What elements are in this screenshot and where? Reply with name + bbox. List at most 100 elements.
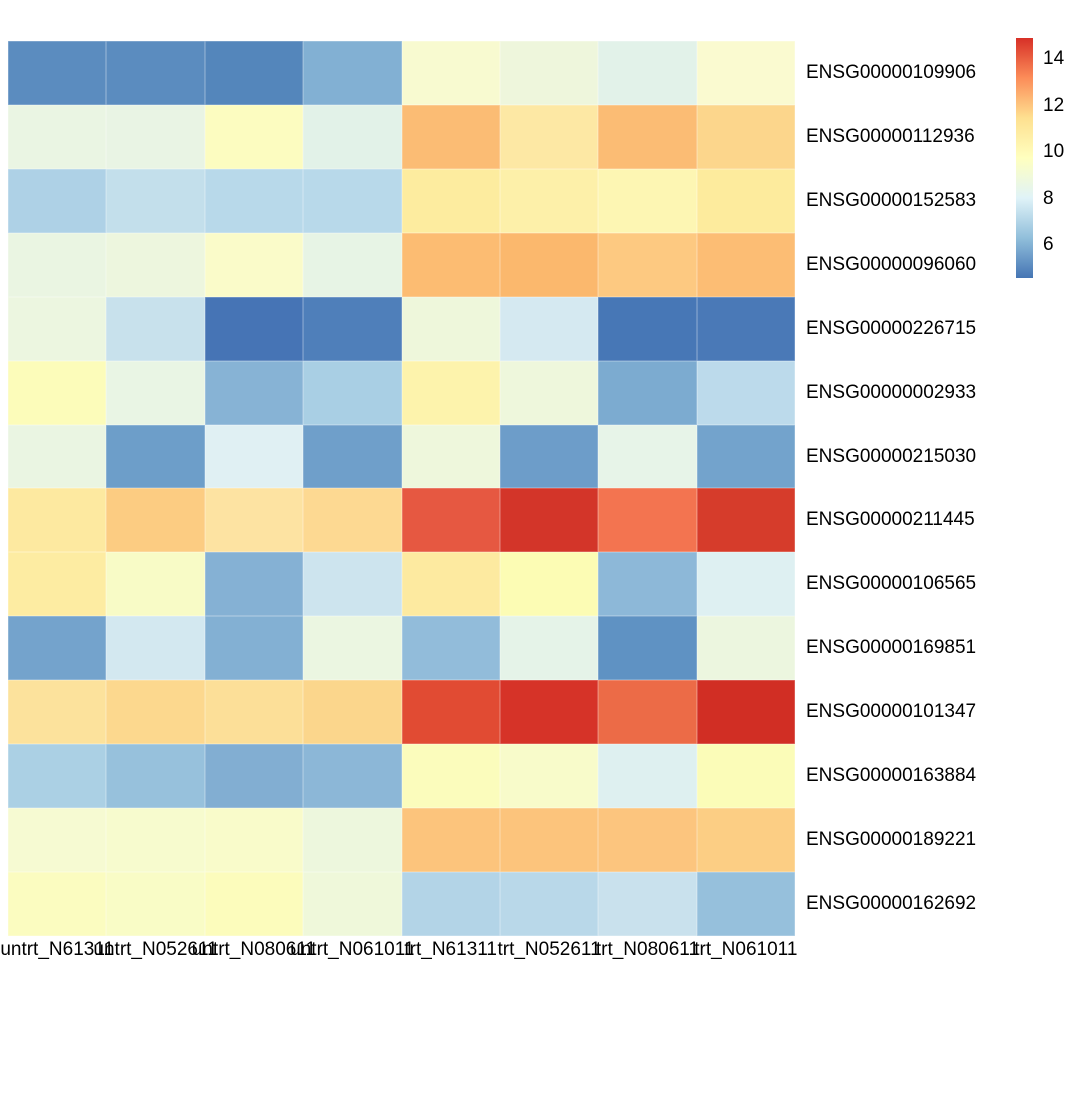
heatmap-cell [696, 41, 795, 105]
heatmap-cell [106, 41, 205, 105]
row-label: ENSG00000101347 [806, 701, 977, 723]
heatmap-cell [106, 424, 205, 489]
heatmap-cell [303, 424, 402, 489]
heatmap-cell [499, 872, 599, 936]
colorbar-tick-label: 10 [1043, 141, 1065, 163]
heatmap-cell [598, 424, 697, 489]
heatmap-cell [401, 168, 500, 233]
heatmap-cell [204, 744, 304, 809]
heatmap-cell [204, 488, 304, 553]
heatmap-cell [106, 616, 205, 681]
heatmap-cell [499, 424, 599, 489]
heatmap-cell [303, 872, 402, 936]
heatmap-cell [499, 232, 599, 297]
colorbar-tick-label: 12 [1043, 94, 1065, 116]
row-label: ENSG00000211445 [806, 509, 975, 531]
heatmap-cell [401, 552, 500, 617]
heatmap-cell [303, 41, 402, 105]
heatmap-cell [499, 168, 599, 233]
heatmap-cell [696, 680, 795, 745]
heatmap-cell [499, 680, 599, 745]
heatmap-cell [303, 552, 402, 617]
row-label: ENSG00000169851 [806, 637, 977, 659]
heatmap-cell [8, 616, 107, 681]
heatmap-cell [598, 744, 697, 809]
heatmap-cell [204, 616, 304, 681]
heatmap-cell [303, 168, 402, 233]
row-label: ENSG00000215030 [806, 445, 977, 467]
heatmap-cell [696, 104, 795, 169]
heatmap-cell [598, 232, 697, 297]
heatmap-cell [499, 616, 599, 681]
heatmap-cell [598, 680, 697, 745]
row-label: ENSG00000162692 [806, 893, 977, 915]
heatmap-cell [499, 744, 599, 809]
col-label: trt_N052611 [497, 939, 601, 960]
heatmap-cell [106, 552, 205, 617]
heatmap-cell [8, 552, 107, 617]
heatmap-cell [598, 41, 697, 105]
heatmap-cell [303, 744, 402, 809]
heatmap-cell [303, 232, 402, 297]
heatmap-cell [106, 296, 205, 361]
heatmap-cell [106, 680, 205, 745]
colorbar-tick-label: 8 [1043, 187, 1054, 209]
heatmap-cell [696, 808, 795, 873]
heatmap-cell [696, 872, 795, 936]
heatmap-cell [8, 680, 107, 745]
heatmap-cell [598, 872, 697, 936]
heatmap-cell [598, 360, 697, 425]
heatmap-cell [401, 41, 500, 105]
heatmap-cell [204, 360, 304, 425]
heatmap-cell [598, 488, 697, 553]
heatmap-cell [401, 232, 500, 297]
heatmap-cell [106, 808, 205, 873]
row-label: ENSG00000109906 [806, 61, 977, 83]
heatmap-cell [696, 616, 795, 681]
heatmap-cell [8, 104, 107, 169]
heatmap-cell [8, 168, 107, 233]
heatmap-cell [598, 104, 697, 169]
row-label: ENSG00000106565 [806, 573, 977, 595]
col-label: untrt_N061011 [290, 939, 415, 960]
heatmap-cell [499, 296, 599, 361]
heatmap-cell [598, 296, 697, 361]
row-label: ENSG00000096060 [806, 253, 977, 275]
heatmap-cell [204, 296, 304, 361]
heatmap-cell [598, 808, 697, 873]
heatmap-cell [499, 552, 599, 617]
heatmap-cell [204, 41, 304, 105]
colorbar-tick-label: 6 [1043, 234, 1054, 256]
heatmap-cell [696, 232, 795, 297]
heatmap-cell [401, 808, 500, 873]
heatmap-cell [8, 296, 107, 361]
heatmap-cell [8, 232, 107, 297]
heatmap-cell [499, 104, 599, 169]
heatmap-cell [204, 872, 304, 936]
heatmap-cell [401, 616, 500, 681]
heatmap-cell [106, 360, 205, 425]
heatmap-cell [303, 616, 402, 681]
heatmap-cell [106, 168, 205, 233]
col-label: trt_N61311 [404, 939, 497, 960]
heatmap-grid [8, 41, 795, 936]
heatmap-cell [303, 296, 402, 361]
heatmap-cell [204, 232, 304, 297]
heatmap-cell [499, 41, 599, 105]
heatmap-cell [401, 424, 500, 489]
row-label: ENSG00000152583 [806, 189, 977, 211]
heatmap-cell [106, 488, 205, 553]
heatmap-cell [499, 808, 599, 873]
heatmap-cell [401, 872, 500, 936]
heatmap-cell [401, 104, 500, 169]
heatmap-cell [204, 168, 304, 233]
heatmap-cell [204, 680, 304, 745]
heatmap-cell [696, 296, 795, 361]
heatmap-cell [204, 104, 304, 169]
heatmap-cell [696, 424, 795, 489]
heatmap-cell [204, 424, 304, 489]
row-label: ENSG00000189221 [806, 829, 977, 851]
heatmap-cell [303, 488, 402, 553]
col-label: untrt_N61311 [0, 939, 115, 960]
